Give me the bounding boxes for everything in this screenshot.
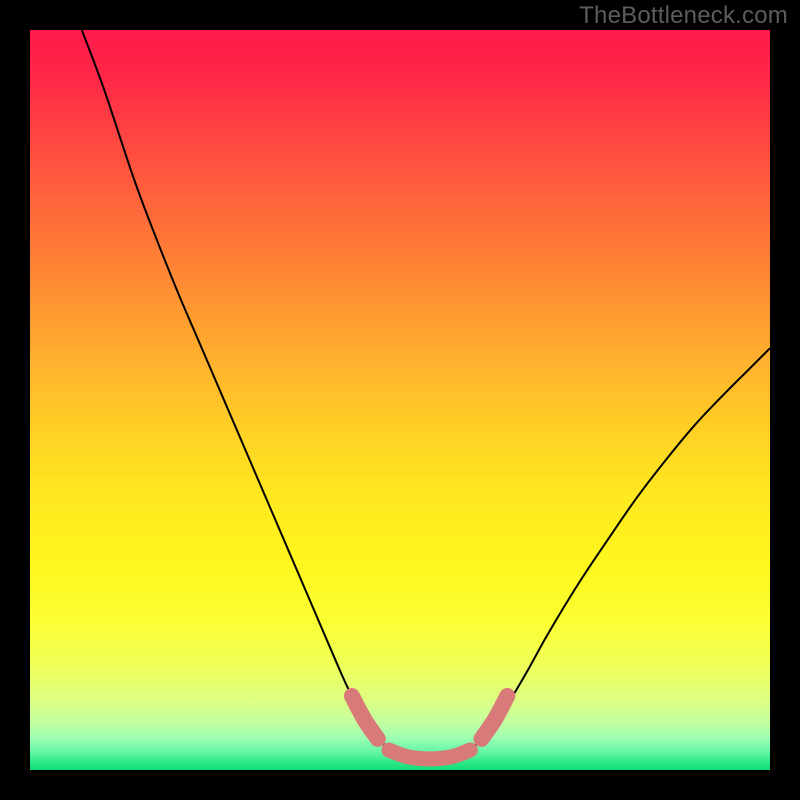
watermark-text: TheBottleneck.com [579, 2, 788, 30]
gradient-background [30, 30, 770, 770]
chart-frame: TheBottleneck.com [0, 0, 800, 800]
chart-svg [30, 30, 770, 770]
plot-area [30, 30, 770, 770]
